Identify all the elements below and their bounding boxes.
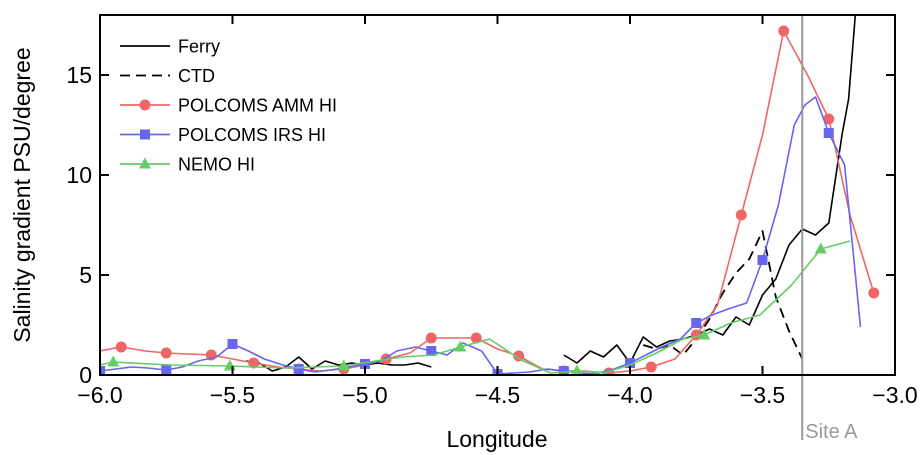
data-point-polcoms-irs-hi <box>161 365 172 375</box>
x-tick-label: −3.5 <box>740 382 785 408</box>
data-point-nemo-hi <box>814 242 827 254</box>
data-point-polcoms-amm-hi <box>868 287 880 299</box>
data-point-nemo-hi <box>571 364 583 375</box>
data-point-nemo-hi <box>107 355 120 367</box>
y-tick-label: 0 <box>79 362 92 388</box>
data-point-polcoms-amm-hi <box>160 347 172 359</box>
series-ferry <box>245 15 857 372</box>
legend-marker-nemo-hi <box>139 157 151 169</box>
data-point-polcoms-irs-hi <box>100 366 105 375</box>
legend-label-polcoms-irs-hi: POLCOMS IRS HI <box>178 125 326 145</box>
legend-marker-polcoms-irs-hi <box>140 129 150 140</box>
series-line-polcoms-amm-hi <box>100 30 875 374</box>
data-point-polcoms-amm-hi <box>470 332 482 344</box>
series-nemo-hi <box>100 240 851 375</box>
data-point-polcoms-amm-hi <box>115 341 127 353</box>
x-axis-title: Longitude <box>446 426 547 452</box>
data-point-polcoms-irs-hi <box>823 128 834 138</box>
data-point-polcoms-irs-hi <box>227 339 238 349</box>
legend: Ferry CTD POLCOMS AMM HI POLCOMS IRS HI NEMO… <box>120 37 337 175</box>
legend-item-ctd: CTD <box>120 66 215 86</box>
legend-item-ferry: Ferry <box>120 37 220 57</box>
data-point-nemo-hi <box>223 359 236 371</box>
y-tick-label: 5 <box>79 262 92 288</box>
x-tick-label: −4.0 <box>607 382 652 408</box>
series-polcoms-amm-hi <box>100 25 880 375</box>
y-tick-label: 15 <box>66 62 92 88</box>
series-line-ferry <box>245 356 432 372</box>
legend-marker-polcoms-amm-hi <box>139 99 151 111</box>
legend-item-polcoms-amm-hi: POLCOMS AMM HI <box>120 96 337 116</box>
data-point-polcoms-amm-hi <box>823 113 835 125</box>
data-point-polcoms-amm-hi <box>778 25 790 37</box>
legend-item-polcoms-irs-hi: POLCOMS IRS HI <box>120 125 326 145</box>
y-axis-title: Salinity gradient PSU/degree <box>9 47 35 342</box>
data-point-polcoms-irs-hi <box>757 255 768 265</box>
data-point-polcoms-irs-hi <box>558 366 569 375</box>
x-tick-label: −4.5 <box>475 382 520 408</box>
y-tick-label: 10 <box>66 162 92 188</box>
series-line-nemo-hi <box>100 240 851 374</box>
data-point-polcoms-amm-hi <box>248 357 260 369</box>
x-tick-label: −3.0 <box>872 382 917 408</box>
legend-label-ctd: CTD <box>178 66 215 86</box>
data-point-polcoms-irs-hi <box>360 359 370 369</box>
site-a-label: Site A <box>805 421 858 443</box>
data-point-polcoms-amm-hi <box>645 361 657 373</box>
legend-item-nemo-hi: NEMO HI <box>120 155 255 175</box>
data-point-polcoms-irs-hi <box>426 346 437 356</box>
data-point-polcoms-amm-hi <box>735 209 747 221</box>
series-layer <box>100 15 880 375</box>
series-line-ctd <box>642 230 804 360</box>
legend-label-ferry: Ferry <box>178 37 220 57</box>
data-point-polcoms-amm-hi <box>425 332 437 344</box>
x-tick-label: −5.0 <box>342 382 387 408</box>
data-point-polcoms-irs-hi <box>293 364 304 374</box>
legend-label-nemo-hi: NEMO HI <box>178 155 255 175</box>
data-point-nemo-hi <box>698 328 711 340</box>
data-point-nemo-hi <box>454 340 467 352</box>
data-point-polcoms-irs-hi <box>691 318 702 328</box>
data-point-polcoms-amm-hi <box>513 350 525 362</box>
data-point-nemo-hi <box>337 359 350 371</box>
data-point-polcoms-irs-hi <box>625 358 635 368</box>
series-ctd <box>642 230 804 360</box>
plot-area <box>99 14 896 440</box>
x-tick-label: −6.0 <box>77 382 122 408</box>
axes: −6.0 −5.5 −5.0 −4.5 −4.0 −3.5 −3.0 0 5 10 15 <box>66 15 918 408</box>
x-tick-label: −5.5 <box>210 382 255 408</box>
series-line-ferry <box>563 15 857 364</box>
legend-label-polcoms-amm-hi: POLCOMS AMM HI <box>178 96 337 116</box>
